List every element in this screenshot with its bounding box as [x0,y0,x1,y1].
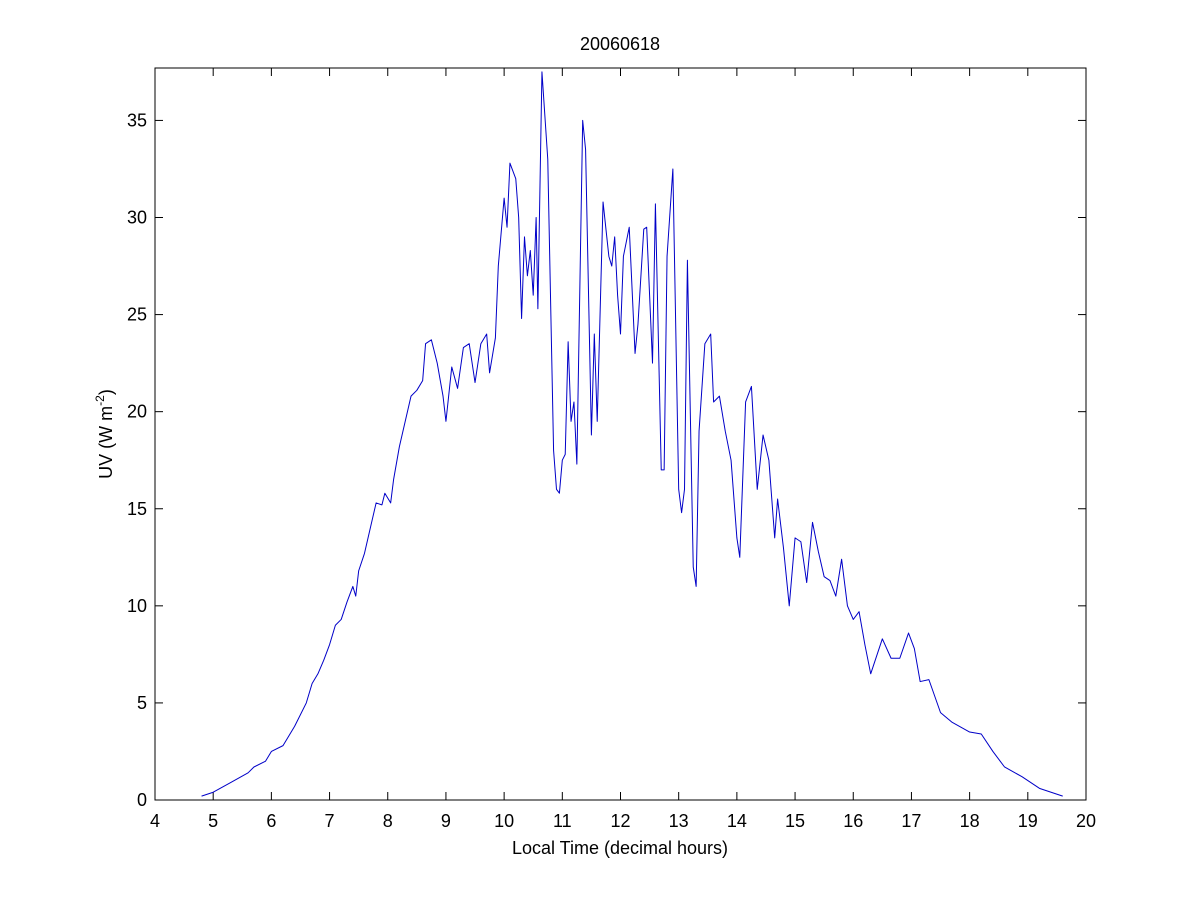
x-tick-label: 10 [494,811,514,831]
x-tick-label: 9 [441,811,451,831]
y-tick-label: 0 [137,790,147,810]
chart-title: 20060618 [580,34,660,54]
x-tick-label: 5 [208,811,218,831]
plot-area [154,67,1087,801]
x-tick-label: 13 [669,811,689,831]
x-tick-label: 17 [901,811,921,831]
x-tick-label: 11 [553,811,572,831]
y-tick-label: 35 [127,110,147,130]
y-tick-label: 25 [127,305,147,325]
y-tick-label: 5 [137,693,147,713]
y-axis-label-text: UV (W m [96,406,116,479]
y-tick-label: 10 [127,596,147,616]
x-tick-label: 7 [325,811,335,831]
x-tick-label: 6 [266,811,276,831]
data-line [201,71,1063,797]
y-tick-label: 15 [127,499,147,519]
y-tick-label: 20 [127,402,147,422]
y-axis-label: UV (W m-2) [93,389,116,479]
x-axis-label: Local Time (decimal hours) [512,838,728,858]
x-tick-label: 15 [785,811,805,831]
x-tick-label: 14 [727,811,747,831]
x-tick-label: 8 [383,811,393,831]
x-tick-label: 16 [843,811,863,831]
x-tick-label: 19 [1018,811,1038,831]
y-tick-label: 30 [127,208,147,228]
x-tick-label: 20 [1076,811,1096,831]
x-tick-label: 4 [150,811,160,831]
x-tick-label: 18 [960,811,980,831]
x-tick-label: 12 [610,811,630,831]
y-axis-label-sup: -2 [93,395,107,406]
y-axis-label-suffix: ) [96,389,116,395]
